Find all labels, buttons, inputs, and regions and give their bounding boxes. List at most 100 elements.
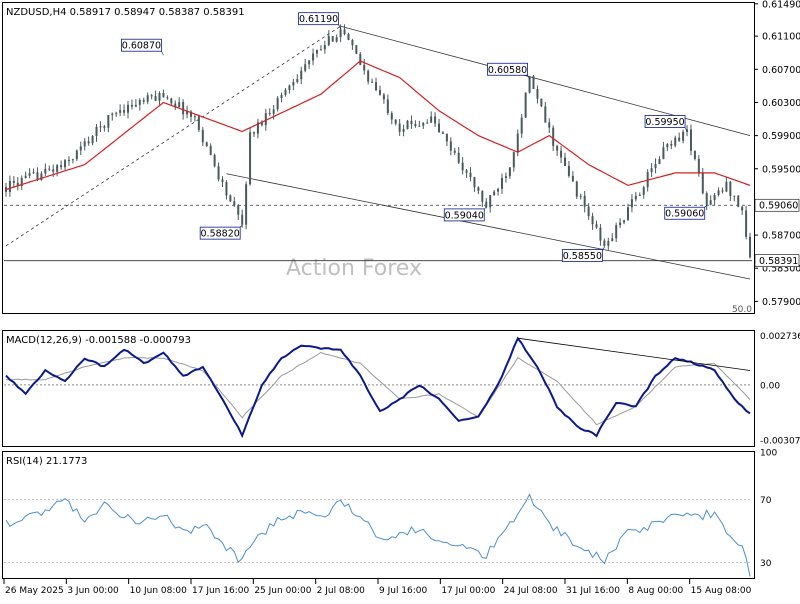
candle-body (327, 36, 330, 46)
annotation-label: 0.59060 (665, 209, 704, 220)
candle-body (272, 109, 275, 114)
candle-body (552, 127, 555, 146)
candle-body (587, 206, 590, 217)
candle-body (532, 76, 535, 90)
candle-body (225, 182, 228, 196)
candle-body (170, 98, 173, 104)
candle-body (564, 157, 566, 166)
ema-line (5, 60, 751, 191)
annotation-leader (602, 247, 605, 250)
candle-body (12, 180, 15, 183)
candle-body (497, 188, 500, 192)
candle-body (579, 195, 582, 197)
candle-body (221, 179, 224, 183)
candle-body (186, 111, 189, 115)
candle-body (654, 164, 657, 169)
price-tick-label: 0.61490 (762, 0, 800, 10)
candle-body (438, 123, 441, 133)
candle-body (178, 102, 181, 108)
candle-body (32, 172, 35, 174)
candle-body (103, 126, 106, 128)
x-tick-label: 25 Jun 00:00 (254, 586, 311, 596)
candle-body (64, 160, 67, 168)
candle-body (481, 190, 484, 202)
candle-body (284, 89, 287, 95)
candle-body (619, 222, 622, 226)
candle-body (560, 150, 563, 158)
price-annotation: 0.60870 (121, 38, 164, 56)
candle-body (575, 181, 578, 197)
candle-body (717, 190, 720, 195)
candle-body (276, 98, 279, 110)
candle-body (158, 92, 161, 101)
candle-body (414, 123, 417, 127)
x-tick-label: 31 Jul 16:00 (566, 586, 620, 596)
candle-body (607, 241, 610, 246)
price-annotation: 0.59950 (644, 115, 688, 132)
x-tick-label: 8 Aug 00:00 (628, 586, 683, 596)
candle-body (83, 141, 86, 147)
price-annotation: 0.59040 (443, 206, 487, 222)
candle-body (260, 122, 263, 126)
candle-body (713, 194, 716, 201)
candle-body (213, 154, 216, 167)
rsi-tick-label: 70 (760, 496, 772, 506)
candle-body (300, 70, 303, 80)
price-annotation: 0.59060 (664, 205, 707, 220)
candle-body (398, 123, 401, 132)
candle-body (741, 206, 744, 211)
candle-body (524, 92, 527, 118)
candle-body (56, 165, 59, 172)
candle-body (469, 172, 472, 178)
annotation-box (443, 208, 485, 222)
price-tick-label: 0.58700 (762, 231, 800, 242)
macd-panel-frame (2, 330, 755, 447)
candle-body (729, 181, 732, 196)
candle-body (721, 190, 724, 192)
x-tick-label: 17 Jun 16:00 (192, 586, 249, 596)
annotation-leader (338, 24, 341, 29)
candle-body (528, 76, 531, 93)
candle-body (445, 133, 448, 142)
candle-body (406, 120, 409, 129)
price-tick-label: 0.57900 (762, 297, 800, 308)
candle-body (674, 137, 677, 146)
annotation-label: 0.60580 (488, 65, 527, 76)
price-tick-label: 0.60300 (762, 98, 800, 109)
candle-body (351, 39, 354, 46)
candle-body (130, 104, 133, 107)
candle-body (638, 194, 641, 196)
price-annotation: 0.58820 (199, 224, 243, 240)
candle-body (315, 50, 318, 54)
candle-body (138, 100, 141, 105)
rsi-panel-frame (2, 451, 755, 579)
price-annotation: 0.61190 (298, 12, 341, 29)
rsi-panel-title: RSI(14) 21.1773 (6, 456, 87, 467)
macd-tick-label: 0.00 (760, 381, 780, 391)
candle-body (233, 201, 236, 206)
candle-body (75, 150, 78, 160)
candle-body (201, 129, 204, 143)
candle-body (256, 122, 259, 134)
candle-body (453, 150, 456, 153)
candle-body (697, 158, 700, 173)
candle-body (382, 94, 385, 100)
candle-body (536, 89, 539, 99)
macd-signal-line (5, 351, 751, 426)
annotation-box (487, 62, 528, 76)
x-tick-label: 17 Jul 00:00 (441, 586, 495, 596)
candle-body (630, 199, 633, 208)
price-annotation: 0.58550 (561, 247, 605, 262)
annotation-label: 0.61190 (299, 14, 338, 25)
candle-body (441, 132, 444, 134)
candle-body (347, 34, 350, 40)
candle-body (367, 70, 370, 82)
candle-body (166, 97, 169, 99)
candle-body (280, 94, 283, 99)
price-tick-label: 0.60700 (762, 65, 800, 76)
candle-body (319, 49, 322, 51)
candle-body (430, 116, 433, 123)
candle-body (599, 227, 602, 241)
candle-body (689, 129, 692, 151)
candle-body (288, 85, 291, 90)
